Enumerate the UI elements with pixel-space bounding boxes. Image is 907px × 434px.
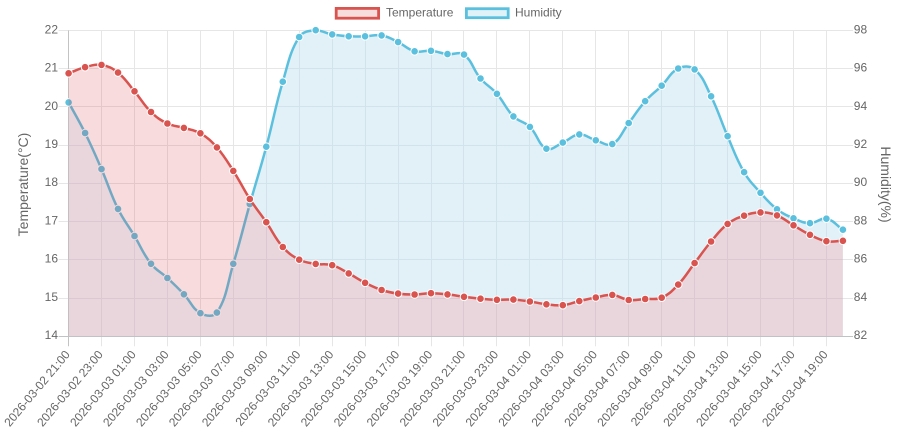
svg-text:90: 90	[854, 175, 868, 189]
svg-text:22: 22	[45, 22, 59, 36]
svg-text:20: 20	[45, 99, 59, 113]
svg-text:92: 92	[854, 137, 868, 151]
svg-text:17: 17	[45, 214, 59, 228]
svg-text:Temperature(°C): Temperature(°C)	[15, 133, 31, 237]
svg-text:16: 16	[45, 252, 59, 266]
svg-text:86: 86	[854, 252, 868, 266]
svg-text:Temperature: Temperature	[386, 6, 454, 20]
svg-text:98: 98	[854, 22, 868, 36]
svg-text:84: 84	[854, 290, 868, 304]
svg-text:19: 19	[45, 137, 59, 151]
svg-text:14: 14	[45, 328, 59, 342]
svg-text:94: 94	[854, 99, 868, 113]
svg-text:15: 15	[45, 290, 59, 304]
svg-text:Humidity(%): Humidity(%)	[878, 146, 894, 222]
svg-text:21: 21	[45, 61, 59, 75]
svg-text:18: 18	[45, 175, 59, 189]
svg-text:96: 96	[854, 61, 868, 75]
svg-text:Humidity: Humidity	[515, 6, 562, 20]
svg-text:88: 88	[854, 214, 868, 228]
svg-text:82: 82	[854, 328, 868, 342]
